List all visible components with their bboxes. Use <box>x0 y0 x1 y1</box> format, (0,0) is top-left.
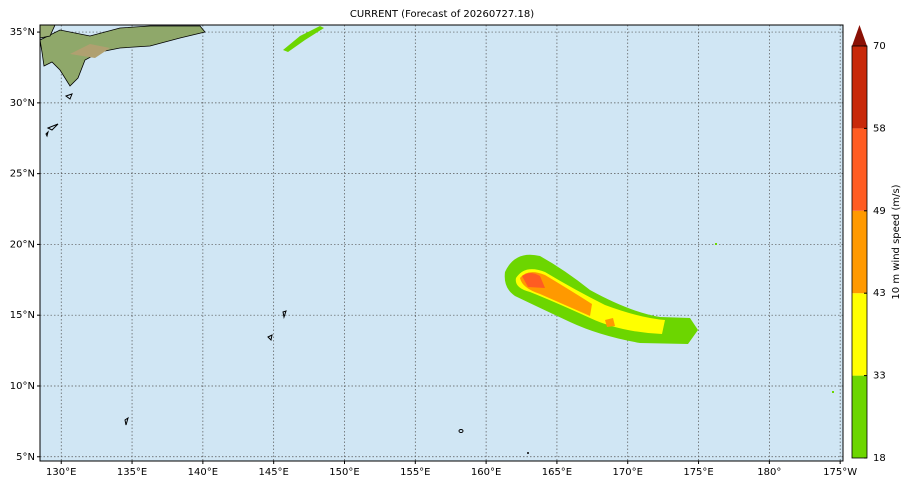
x-tick-label: 175°E <box>683 467 713 478</box>
y-tick-label: 25°N <box>10 169 35 180</box>
colorbar-frame <box>851 45 868 459</box>
y-tick-label: 5°N <box>16 452 35 463</box>
colorbar-tick-label: 18 <box>873 453 886 464</box>
y-tick-label: 15°N <box>10 310 35 321</box>
colorbar-tick-label: 58 <box>873 123 886 134</box>
y-tick-label: 30°N <box>10 98 35 109</box>
x-tick-label: 175°W <box>823 467 857 478</box>
colorbar: 18 33 43 49 58 70 <box>851 25 886 464</box>
ocean <box>40 25 843 461</box>
wind-field <box>283 26 834 393</box>
colorbar-label: 10 m wind speed (m/s) <box>891 184 902 299</box>
x-tick-label: 145°E <box>258 467 288 478</box>
graticule <box>40 25 843 461</box>
x-tick-label: 165°E <box>542 467 572 478</box>
colorbar-tick-label: 33 <box>873 371 886 382</box>
colorbar-tick-label: 49 <box>873 206 886 217</box>
colorbar-bin <box>852 46 867 129</box>
y-tick-label: 20°N <box>10 239 35 250</box>
x-tick-label: 180° <box>757 467 781 478</box>
colorbar-bin <box>852 128 867 211</box>
colorbar-bin <box>852 210 867 294</box>
title: CURRENT (Forecast of 20260727.18) <box>350 9 534 20</box>
x-tick-label: 160°E <box>471 467 501 478</box>
x-tick-label: 150°E <box>329 467 359 478</box>
colorbar-extend <box>852 25 867 46</box>
map-frame <box>39 24 844 462</box>
colorbar-tick-label: 70 <box>873 41 886 52</box>
x-tick-label: 130°E <box>46 467 76 478</box>
colorbar-bin <box>852 293 867 376</box>
x-tick-label: 155°E <box>400 467 430 478</box>
colorbar-bin <box>852 375 867 458</box>
y-tick-label: 10°N <box>10 381 35 392</box>
x-tick-label: 135°E <box>117 467 147 478</box>
x-tick-label: 140°E <box>188 467 218 478</box>
colorbar-tick-label: 43 <box>873 288 886 299</box>
y-tick-label: 35°N <box>10 27 35 38</box>
x-tick-label: 170°E <box>613 467 643 478</box>
